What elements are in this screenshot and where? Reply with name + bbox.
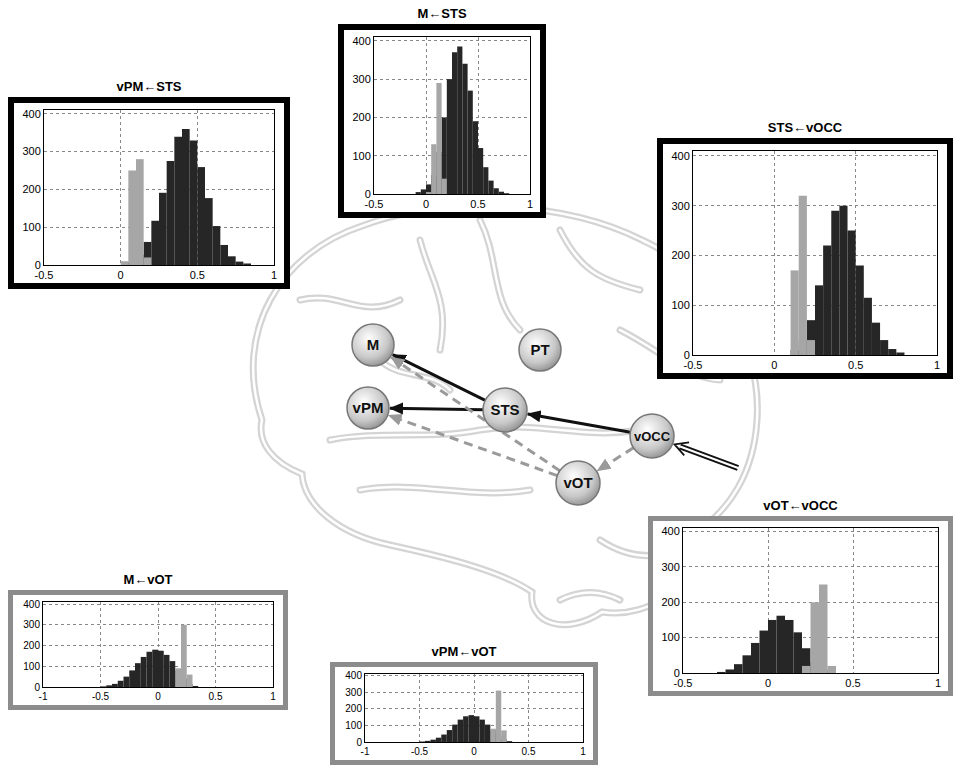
svg-text:0: 0 xyxy=(34,682,40,693)
svg-text:300: 300 xyxy=(671,200,689,212)
svg-text:1: 1 xyxy=(271,269,277,281)
svg-text:-1: -1 xyxy=(361,746,370,757)
html-text:vOT←vOCC: vOT←vOCC xyxy=(763,498,838,513)
svg-text:0.5: 0.5 xyxy=(470,198,485,210)
html-text:M←vOT: M←vOT xyxy=(123,572,173,587)
svg-text:0: 0 xyxy=(765,677,771,689)
svg-text:-0.5: -0.5 xyxy=(365,198,384,210)
svg-text:0: 0 xyxy=(365,188,371,200)
svg-text:300: 300 xyxy=(23,619,40,630)
svg-text:0: 0 xyxy=(684,349,690,361)
svg-text:400: 400 xyxy=(661,525,679,537)
svg-text:0.5: 0.5 xyxy=(522,746,536,757)
svg-text:-0.5: -0.5 xyxy=(92,691,110,702)
svg-text:0: 0 xyxy=(771,359,777,371)
svg-text:0.5: 0.5 xyxy=(848,359,863,371)
svg-text:200: 200 xyxy=(22,183,40,195)
svg-text:200: 200 xyxy=(661,596,679,608)
svg-text:100: 100 xyxy=(352,150,370,162)
svg-text:100: 100 xyxy=(23,661,40,672)
svg-text:M: M xyxy=(367,336,380,353)
svg-text:0: 0 xyxy=(118,269,124,281)
svg-text:200: 200 xyxy=(345,703,362,714)
svg-text:0: 0 xyxy=(471,746,477,757)
svg-text:300: 300 xyxy=(22,145,40,157)
svg-text:0.5: 0.5 xyxy=(209,691,223,702)
svg-text:-0.5: -0.5 xyxy=(684,359,703,371)
svg-text:-1: -1 xyxy=(39,691,48,702)
svg-text:0.5: 0.5 xyxy=(845,677,860,689)
svg-text:PT: PT xyxy=(530,341,549,358)
svg-text:1: 1 xyxy=(270,691,276,702)
svg-text:0: 0 xyxy=(674,667,680,679)
svg-text:0: 0 xyxy=(35,259,41,271)
svg-text:400: 400 xyxy=(352,35,370,47)
svg-text:-0.5: -0.5 xyxy=(411,746,429,757)
svg-text:STS: STS xyxy=(490,401,519,418)
svg-text:1: 1 xyxy=(527,198,533,210)
svg-text:1: 1 xyxy=(935,677,941,689)
html-text:vPM←STS: vPM←STS xyxy=(116,79,182,94)
svg-text:200: 200 xyxy=(671,249,689,261)
svg-text:vOCC: vOCC xyxy=(634,429,671,444)
svg-text:200: 200 xyxy=(352,111,370,123)
html-text:STS←vOCC: STS←vOCC xyxy=(767,120,843,135)
svg-text:100: 100 xyxy=(671,299,689,311)
svg-text:0: 0 xyxy=(155,691,161,702)
svg-text:0: 0 xyxy=(423,198,429,210)
svg-text:400: 400 xyxy=(22,108,40,120)
svg-text:400: 400 xyxy=(23,599,40,610)
svg-text:100: 100 xyxy=(345,720,362,731)
svg-text:200: 200 xyxy=(23,640,40,651)
svg-text:300: 300 xyxy=(345,687,362,698)
html-text:M←STS: M←STS xyxy=(417,6,467,21)
svg-text:-0.5: -0.5 xyxy=(674,677,693,689)
svg-text:-0.5: -0.5 xyxy=(35,269,54,281)
html-text:vPM←vOT: vPM←vOT xyxy=(431,644,497,659)
svg-text:1: 1 xyxy=(580,746,586,757)
svg-text:0.5: 0.5 xyxy=(190,269,205,281)
svg-text:vOT: vOT xyxy=(563,474,592,491)
svg-text:300: 300 xyxy=(661,561,679,573)
svg-text:400: 400 xyxy=(345,670,362,681)
svg-text:300: 300 xyxy=(352,73,370,85)
svg-text:400: 400 xyxy=(671,150,689,162)
svg-text:vPM: vPM xyxy=(353,399,384,416)
svg-text:100: 100 xyxy=(661,631,679,643)
svg-text:1: 1 xyxy=(934,359,940,371)
svg-text:0: 0 xyxy=(356,737,362,748)
svg-text:100: 100 xyxy=(22,221,40,233)
